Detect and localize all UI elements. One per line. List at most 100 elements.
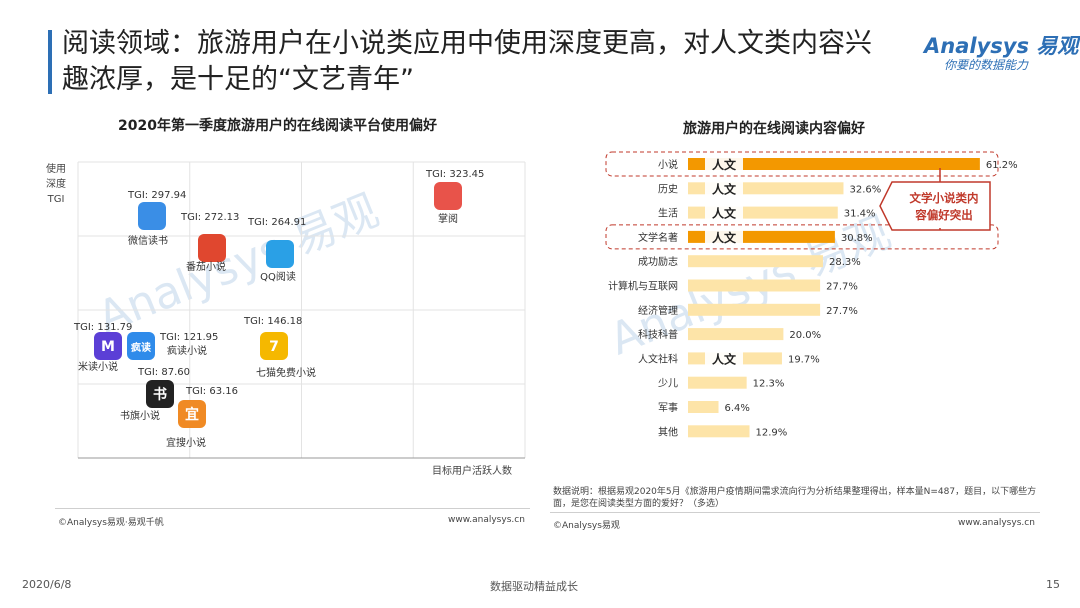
value-label: 27.7% [826,282,858,293]
app-name-label: 掌阅 [438,212,458,225]
app-icon [94,332,122,360]
callout-box [879,181,991,231]
x-axis-label: 目标用户活跃人数 [432,464,512,477]
app-name-label: 七猫免费小说 [256,366,316,379]
category-label: 少儿 [658,378,678,390]
category-label: 其他 [658,425,678,438]
value-label: 61.2% [986,160,1018,171]
bar [688,303,821,316]
bar [688,255,823,268]
right-footer-divider [550,512,1040,513]
tgi-label: TGI: 264.91 [247,217,306,228]
page-number: 15 [1046,578,1060,591]
scatter-point: M TGI: 131.79 米读小说 [73,322,132,373]
app-icon [138,202,166,230]
tgi-label: TGI: 131.79 [73,322,132,333]
right-copyright: ©Analysys易观 [553,521,620,531]
app-icon [178,400,206,428]
category-label: 历史 [658,183,678,195]
app-name-label: 微信读书 [128,234,168,247]
y-axis-label: 使用深度 TGI [46,162,66,205]
value-label: 30.8% [841,233,873,244]
category-label: 生活 [658,207,678,220]
tag-label: 人文 [712,206,737,221]
app-icon [198,234,226,262]
bar [688,279,821,292]
value-label: 6.4% [725,403,750,414]
bar [688,158,980,170]
category-label: 文学名著 [638,231,678,244]
scatter-chart: 使用深度 TGI 目标用户活跃人数 TGI: 323.45 掌阅 TGI: 297.94 微… [46,161,526,477]
bar-chart-title: 旅游用户的在线阅读内容偏好 [683,121,865,137]
left-footer-divider [55,508,530,509]
category-label: 科技科普 [638,328,678,341]
scatter-point: 7 TGI: 146.18 七猫免费小说 [243,316,316,379]
title-accent-bar [48,30,52,94]
scatter-point: 宜 TGI: 63.16 宜搜小说 [166,386,238,449]
app-name-label: 米读小说 [78,360,118,373]
tag-label: 人文 [712,230,737,245]
app-icon [127,332,155,360]
category-label: 成功励志 [638,255,678,268]
category-label: 小说 [658,158,678,171]
highlight-frame [605,151,999,177]
app-icon-glyph: 宜 [185,406,199,423]
callout-text-line2: 容偏好突出 [914,208,973,222]
category-label: 人文社科 [638,352,678,365]
bar [688,328,784,341]
tgi-label: TGI: 121.95 [159,332,218,343]
value-label: 32.6% [849,184,881,195]
right-site: www.analysys.cn [958,518,1035,528]
tag-background [705,154,743,174]
value-label: 19.7% [788,354,820,365]
app-name-label: 疯读小说 [167,344,207,357]
tag-background [705,178,743,199]
left-site: www.analysys.cn [448,515,525,525]
app-name-label: 番茄小说 [186,260,226,273]
app-name-label: 书旗小说 [120,409,160,422]
tgi-label: TGI: 146.18 [243,316,302,327]
app-icon-glyph: 书 [153,386,167,403]
tag-background [705,202,743,223]
scatter-point: TGI: 297.94 微信读书 [127,190,186,247]
value-label: 12.3% [753,379,785,390]
tgi-label: TGI: 272.13 [180,212,239,223]
tag-background [705,226,743,247]
category-label: 计算机与互联网 [608,280,678,293]
app-icon-glyph: 7 [269,339,279,355]
app-name-label: QQ阅读 [260,270,296,283]
app-name-label: 宜搜小说 [166,436,206,449]
category-label: 经济管理 [638,304,678,317]
value-label: 27.7% [826,306,858,317]
value-label: 28.3% [829,257,861,268]
category-label: 军事 [658,401,678,414]
tgi-label: TGI: 87.60 [137,367,190,378]
app-icon [434,182,462,210]
app-icon [260,332,288,360]
bar [688,376,747,389]
page-title: 阅读领域：旅游用户在小说类应用中使用深度更高，对人文类内容兴趣浓厚，是十足的“文… [62,28,872,95]
scatter-chart-title: 2020年第一季度旅游用户的在线阅读平台使用偏好 [118,118,437,134]
tag-background [705,348,743,369]
brand-slogan: 你要的数据能力 [944,58,1029,72]
bar [688,401,719,413]
app-icon-glyph: M [101,339,115,355]
tgi-label: TGI: 63.16 [185,386,238,397]
value-label: 31.4% [844,209,876,220]
value-label: 12.9% [756,427,788,438]
tag-label: 人文 [712,181,737,196]
page-slogan: 数据驱动精益成长 [490,580,578,593]
scatter-point: TGI: 323.45 掌阅 [425,169,484,225]
scatter-point: TGI: 264.91 QQ阅读 [247,217,306,283]
tgi-label: TGI: 297.94 [127,190,186,201]
scatter-point: 书 TGI: 87.60 书旗小说 [120,367,190,422]
callout-text-line1: 文学小说类内 [910,191,979,205]
app-icon-glyph: 疯读 [131,341,151,354]
tag-label: 人文 [712,351,737,366]
app-icon [266,240,294,268]
bar [688,425,750,438]
value-label: 20.0% [789,330,821,341]
app-icon [146,380,174,408]
